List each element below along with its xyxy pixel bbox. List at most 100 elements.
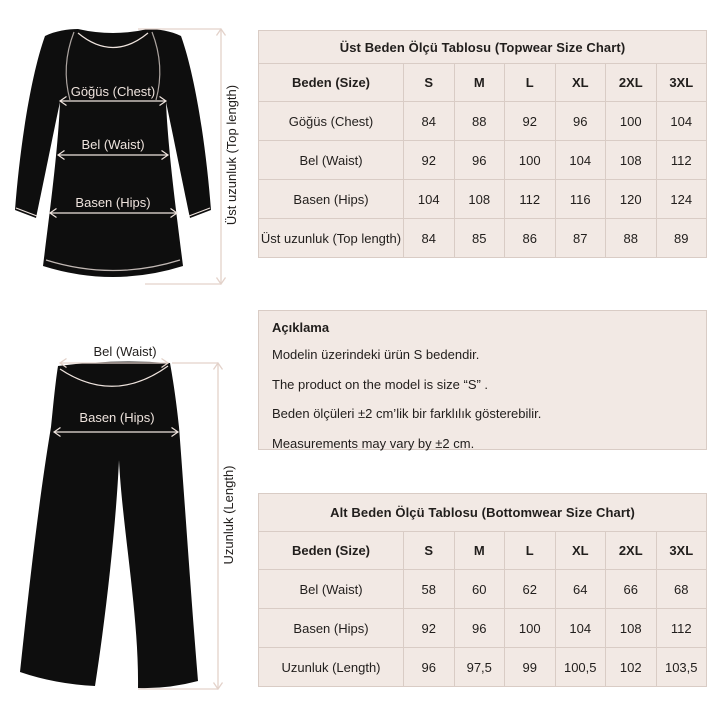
row-label: Bel (Waist)	[258, 569, 404, 609]
value-cell: 104	[554, 608, 606, 648]
topwear-size-table: Üst Beden Ölçü Tablosu (Topwear Size Cha…	[258, 30, 707, 258]
value-cell: 103,5	[655, 647, 707, 687]
left-sleeve-seam-line	[65, 31, 75, 101]
right-cuff-line	[188, 207, 211, 217]
length-label: Uzunluk (Length)	[221, 466, 236, 565]
waistband-line	[59, 365, 169, 387]
row-label: Uzunluk (Length)	[258, 647, 404, 687]
note-line: Beden ölçüleri ±2 cm’lik bir farklılık g…	[272, 406, 542, 421]
row-label: Bel (Waist)	[258, 140, 404, 180]
row-label: Üst uzunluk (Top length)	[258, 218, 404, 258]
value-cell: 108	[605, 140, 657, 180]
value-cell: 100	[504, 140, 556, 180]
note-box: Açıklama Modelin üzerindeki ürün S beden…	[258, 310, 707, 451]
value-cell: 120	[605, 179, 657, 219]
header-cell-m: M	[453, 63, 505, 102]
header-cell-2xl: 2XL	[605, 531, 657, 570]
value-cell: 96	[554, 101, 606, 141]
table-row-hips: Basen (Hips) 92 96 100 104 108 112	[258, 608, 707, 648]
top-length-label: Üst uzunluk (Top length)	[224, 85, 239, 225]
value-cell: 108	[453, 179, 505, 219]
bottomwear-size-table: Alt Beden Ölçü Tablosu (Bottomwear Size …	[258, 493, 707, 687]
value-cell: 97,5	[453, 647, 505, 687]
value-cell: 84	[403, 101, 455, 141]
value-cell: 96	[453, 608, 505, 648]
note-line: The product on the model is size “S” .	[272, 376, 489, 392]
value-cell: 92	[403, 608, 455, 648]
note-line: Measurements may vary by ±2 cm.	[272, 435, 475, 451]
value-cell: 60	[453, 569, 505, 609]
collar-line	[77, 32, 149, 49]
header-cell-2xl: 2XL	[605, 63, 657, 102]
bottomwear-table-title: Alt Beden Ölçü Tablosu (Bottomwear Size …	[258, 493, 707, 532]
header-cell-s: S	[403, 63, 455, 102]
chest-measure-arrow	[58, 96, 168, 106]
header-cell-xl: XL	[554, 63, 606, 102]
header-cell-l: L	[504, 531, 556, 570]
value-cell: 89	[655, 218, 707, 258]
hem-line	[45, 259, 181, 272]
table-row-hips: Basen (Hips) 104 108 112 116 120 124	[258, 179, 707, 219]
value-cell: 112	[655, 608, 707, 648]
value-cell: 116	[554, 179, 606, 219]
value-cell: 100	[504, 608, 556, 648]
value-cell: 66	[605, 569, 657, 609]
hips-label: Basen (Hips)	[79, 410, 154, 425]
length-dimension-line	[138, 361, 224, 691]
topwear-table-title: Üst Beden Ölçü Tablosu (Topwear Size Cha…	[258, 30, 707, 64]
value-cell: 104	[554, 140, 606, 180]
header-cell-size: Beden (Size)	[258, 531, 404, 570]
value-cell: 112	[504, 179, 556, 219]
table-row-waist: Bel (Waist) 58 60 62 64 66 68	[258, 569, 707, 609]
value-cell: 124	[655, 179, 707, 219]
value-cell: 68	[655, 569, 707, 609]
waist-label: Bel (Waist)	[81, 137, 144, 152]
waist-label: Bel (Waist)	[93, 344, 156, 359]
header-cell-3xl: 3XL	[655, 531, 707, 570]
value-cell: 104	[655, 101, 707, 141]
value-cell: 64	[554, 569, 606, 609]
note-title: Açıklama	[272, 320, 330, 335]
value-cell: 88	[453, 101, 505, 141]
header-cell-3xl: 3XL	[655, 63, 707, 102]
right-sleeve-seam-line	[151, 31, 161, 101]
pants-silhouette-shape	[20, 361, 198, 689]
row-label: Basen (Hips)	[258, 179, 404, 219]
value-cell: 100	[605, 101, 657, 141]
header-cell-s: S	[403, 531, 455, 570]
left-cuff-line	[15, 207, 38, 217]
value-cell: 112	[655, 140, 707, 180]
header-cell-size: Beden (Size)	[258, 63, 404, 102]
note-line: Modelin üzerindeki ürün S bedendir.	[272, 347, 480, 362]
value-cell: 58	[403, 569, 455, 609]
header-cell-m: M	[453, 531, 505, 570]
hips-label: Basen (Hips)	[75, 195, 150, 210]
topwear-illustration: Göğüs (Chest) Bel (Waist) Basen (Hips) Ü…	[15, 27, 239, 286]
hips-measure-arrow	[52, 427, 180, 437]
waist-measure-arrow	[58, 357, 170, 369]
value-cell: 92	[403, 140, 455, 180]
table-header-row: Beden (Size) S M L XL 2XL 3XL	[258, 531, 707, 570]
table-header-row: Beden (Size) S M L XL 2XL 3XL	[258, 63, 707, 102]
header-cell-l: L	[504, 63, 556, 102]
table-title-row: Üst Beden Ölçü Tablosu (Topwear Size Cha…	[258, 30, 707, 64]
row-label: Göğüs (Chest)	[258, 101, 404, 141]
hips-measure-arrow	[48, 208, 179, 218]
value-cell: 102	[605, 647, 657, 687]
value-cell: 104	[403, 179, 455, 219]
waist-measure-arrow	[56, 150, 170, 160]
value-cell: 85	[453, 218, 505, 258]
value-cell: 99	[504, 647, 556, 687]
table-row-waist: Bel (Waist) 92 96 100 104 108 112	[258, 140, 707, 180]
chest-label: Göğüs (Chest)	[71, 84, 156, 99]
value-cell: 62	[504, 569, 556, 609]
table-row-chest: Göğüs (Chest) 84 88 92 96 100 104	[258, 101, 707, 141]
table-row-top-length: Üst uzunluk (Top length) 84 85 86 87 88 …	[258, 218, 707, 258]
value-cell: 100,5	[554, 647, 606, 687]
bottomwear-illustration: Bel (Waist) Basen (Hips) Uzunluk (Length…	[20, 344, 236, 691]
table-title-row: Alt Beden Ölçü Tablosu (Bottomwear Size …	[258, 493, 707, 532]
row-label: Basen (Hips)	[258, 608, 404, 648]
tunic-silhouette-shape	[15, 29, 211, 277]
header-cell-xl: XL	[554, 531, 606, 570]
